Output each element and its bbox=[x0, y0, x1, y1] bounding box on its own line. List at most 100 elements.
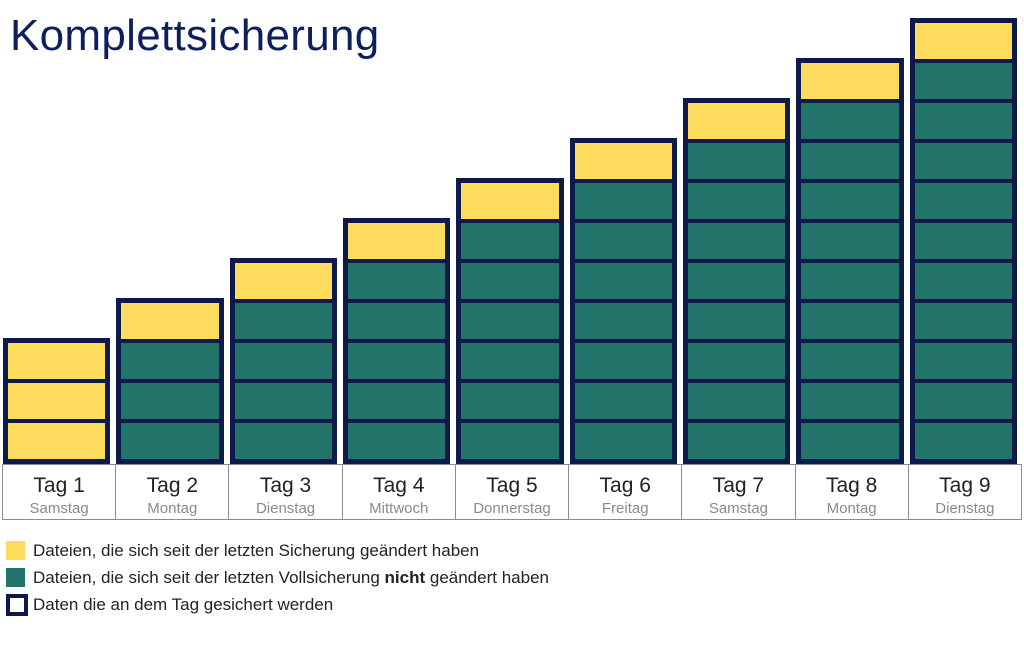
unchanged-block bbox=[348, 343, 446, 379]
day-column-5: Tag 5 Donnerstag bbox=[454, 465, 569, 520]
unchanged-block bbox=[234, 343, 332, 379]
weekday-label: Freitag bbox=[601, 500, 649, 517]
day-label: Tag 1 bbox=[33, 474, 85, 497]
unchanged-block bbox=[234, 423, 332, 459]
legend-unchanged-bold: nicht bbox=[384, 567, 426, 587]
unchanged-block bbox=[688, 143, 786, 179]
unchanged-block bbox=[801, 103, 899, 139]
stack-day-8 bbox=[796, 58, 904, 464]
weekday-label: Dienstag bbox=[935, 500, 995, 517]
legend-unchanged-label: Dateien, die sich seit der letzten Volls… bbox=[33, 568, 549, 588]
unchanged-block bbox=[914, 423, 1012, 459]
legend-item-saved: Daten die an dem Tag gesichert werden bbox=[6, 591, 549, 618]
changed-swatch bbox=[6, 541, 25, 560]
unchanged-block bbox=[461, 223, 559, 259]
stack-day-3 bbox=[229, 258, 337, 464]
unchanged-block bbox=[574, 303, 672, 339]
legend-item-unchanged: Dateien, die sich seit der letzten Volls… bbox=[6, 564, 549, 591]
changed-block bbox=[688, 103, 786, 139]
legend-unchanged-text-1: Dateien, die sich seit der letzten Volls… bbox=[33, 567, 385, 587]
weekday-label: Montag bbox=[826, 500, 877, 517]
unchanged-block bbox=[688, 303, 786, 339]
day-column-9: Tag 9 Dienstag bbox=[907, 465, 1022, 520]
unchanged-block bbox=[914, 383, 1012, 419]
changed-block bbox=[461, 183, 559, 219]
day-label: Tag 3 bbox=[259, 474, 312, 497]
legend-changed-label: Dateien, die sich seit der letzten Siche… bbox=[33, 540, 480, 560]
unchanged-block bbox=[461, 263, 559, 299]
unchanged-block bbox=[574, 263, 672, 299]
changed-block bbox=[121, 303, 219, 339]
day-column-7: Tag 7 Samstag bbox=[681, 465, 795, 520]
day-column-1: Tag 1 Samstag bbox=[2, 465, 116, 520]
unchanged-block bbox=[121, 383, 219, 419]
unchanged-block bbox=[688, 343, 786, 379]
legend-saved-label: Daten die an dem Tag gesichert werden bbox=[33, 594, 334, 614]
unchanged-block bbox=[914, 223, 1012, 259]
changed-block bbox=[8, 423, 106, 459]
unchanged-block bbox=[801, 143, 899, 179]
weekday-label: Dienstag bbox=[255, 500, 316, 517]
unchanged-block bbox=[121, 423, 219, 459]
day-label: Tag 6 bbox=[599, 474, 651, 497]
unchanged-block bbox=[688, 223, 786, 259]
legend: Dateien, die sich seit der letzten Siche… bbox=[6, 537, 549, 618]
stack-day-9 bbox=[909, 18, 1017, 464]
stack-day-2 bbox=[116, 298, 224, 464]
unchanged-block bbox=[914, 343, 1012, 379]
unchanged-block bbox=[801, 303, 899, 339]
weekday-label: Samstag bbox=[708, 500, 769, 517]
weekday-label: Mittwoch bbox=[369, 500, 429, 517]
unchanged-block bbox=[801, 423, 899, 459]
changed-block bbox=[914, 23, 1012, 59]
stack-day-1 bbox=[3, 338, 111, 464]
day-label: Tag 4 bbox=[373, 474, 425, 497]
unchanged-block bbox=[461, 303, 559, 339]
day-label: Tag 8 bbox=[825, 474, 878, 497]
unchanged-block bbox=[574, 343, 672, 379]
changed-block bbox=[8, 383, 106, 419]
unchanged-block bbox=[688, 263, 786, 299]
unchanged-block bbox=[914, 183, 1012, 219]
page-title: Komplettsicherung bbox=[10, 11, 380, 60]
changed-block bbox=[801, 63, 899, 99]
unchanged-block bbox=[801, 383, 899, 419]
unchanged-block bbox=[914, 143, 1012, 179]
unchanged-block bbox=[461, 343, 559, 379]
unchanged-block bbox=[914, 303, 1012, 339]
changed-block bbox=[234, 263, 332, 299]
stack-day-7 bbox=[683, 98, 791, 464]
unchanged-block bbox=[801, 223, 899, 259]
unchanged-block bbox=[688, 383, 786, 419]
unchanged-block bbox=[914, 103, 1012, 139]
weekday-label: Donnerstag bbox=[473, 500, 551, 517]
stack-day-6 bbox=[569, 138, 677, 464]
unchanged-block bbox=[348, 263, 446, 299]
changed-block bbox=[8, 343, 106, 379]
unchanged-block bbox=[234, 303, 332, 339]
legend-unchanged-text-2: geändert haben bbox=[425, 567, 549, 587]
unchanged-block bbox=[574, 223, 672, 259]
unchanged-block bbox=[461, 423, 559, 459]
legend-item-changed: Dateien, die sich seit der letzten Siche… bbox=[6, 537, 549, 564]
unchanged-block bbox=[348, 303, 446, 339]
unchanged-block bbox=[688, 423, 786, 459]
unchanged-block bbox=[574, 423, 672, 459]
weekday-label: Montag bbox=[147, 500, 198, 517]
day-label: Tag 9 bbox=[939, 474, 991, 497]
unchanged-block bbox=[574, 183, 672, 219]
day-column-2: Tag 2 Montag bbox=[115, 465, 229, 520]
weekday-label: Samstag bbox=[29, 500, 89, 517]
unchanged-block bbox=[801, 343, 899, 379]
day-column-6: Tag 6 Freitag bbox=[568, 465, 682, 520]
day-label: Tag 5 bbox=[486, 474, 538, 497]
unchanged-block bbox=[801, 183, 899, 219]
unchanged-block bbox=[574, 383, 672, 419]
unchanged-swatch bbox=[6, 568, 25, 587]
unchanged-block bbox=[348, 423, 446, 459]
day-label: Tag 7 bbox=[712, 474, 765, 497]
changed-block bbox=[348, 223, 446, 259]
stack-day-5 bbox=[456, 178, 564, 464]
unchanged-block bbox=[348, 383, 446, 419]
unchanged-block bbox=[914, 263, 1012, 299]
